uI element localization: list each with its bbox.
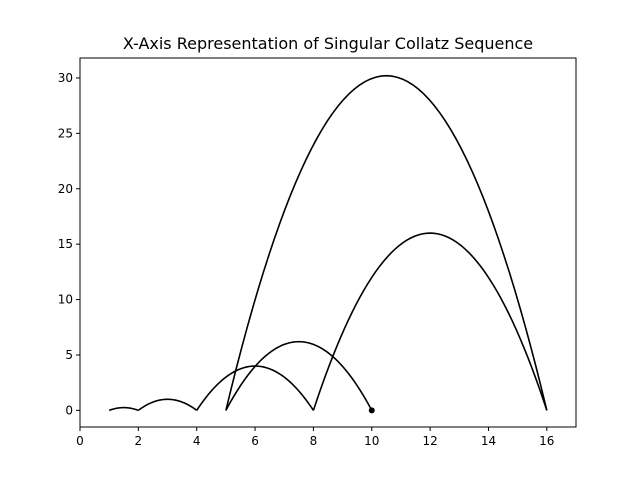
y-tick-label: 15 — [58, 237, 73, 251]
axes-frame — [79, 57, 577, 428]
y-tick-label: 5 — [65, 348, 73, 362]
y-tick-label: 0 — [65, 403, 73, 417]
arc-16-to-8 — [312, 232, 548, 411]
arc-8-to-4 — [196, 365, 315, 411]
x-tick-label: 12 — [422, 434, 437, 448]
arc-5-to-16 — [225, 74, 548, 411]
y-tick-label: 30 — [58, 71, 73, 85]
plot-area — [108, 74, 548, 414]
x-tick-label: 10 — [364, 434, 379, 448]
start-point-marker — [368, 407, 375, 414]
x-tick-label: 0 — [76, 434, 84, 448]
y-tick-label: 20 — [58, 182, 73, 196]
x-tick-label: 8 — [310, 434, 318, 448]
x-tick-label: 14 — [481, 434, 496, 448]
arc-2-to-1 — [108, 406, 139, 412]
arc-4-to-2 — [137, 398, 198, 412]
x-tick-label: 2 — [135, 434, 143, 448]
y-tick-label: 25 — [58, 126, 73, 140]
x-tick-label: 16 — [539, 434, 554, 448]
arc-10-to-5 — [225, 340, 373, 411]
y-axis: 0 5 10 15 20 25 30 — [58, 71, 80, 417]
x-axis: 0 2 4 6 8 10 12 14 16 — [76, 427, 554, 448]
x-tick-label: 6 — [251, 434, 259, 448]
x-tick-label: 4 — [193, 434, 201, 448]
y-tick-label: 10 — [58, 293, 73, 307]
chart-title: X-Axis Representation of Singular Collat… — [123, 34, 533, 53]
